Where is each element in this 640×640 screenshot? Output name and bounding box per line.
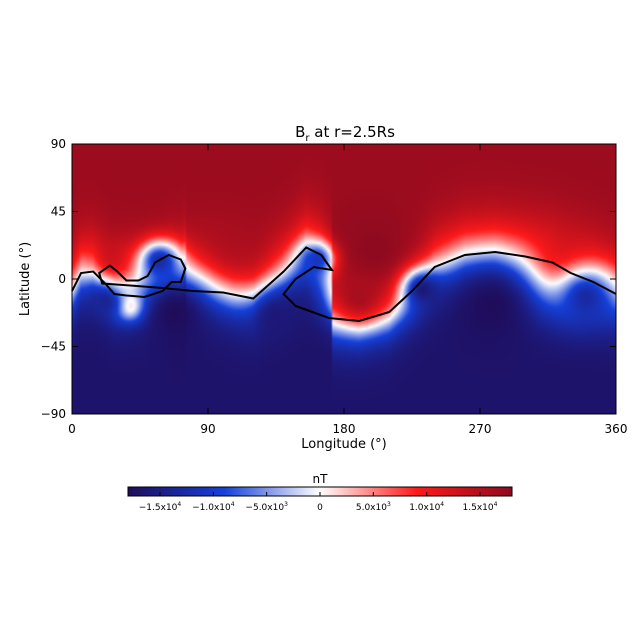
colorbar: nT −1.5x104 −1.0x104 −5.0x103 0 5.0x103 1.0x1…	[127, 472, 513, 513]
x-tick-label: 0	[68, 422, 76, 436]
x-tick-label: 180	[333, 422, 356, 436]
x-tick-label: 360	[605, 422, 628, 436]
title-subscript: r	[305, 133, 310, 144]
y-axis-label: Latitude (°)	[18, 242, 33, 316]
heatmap-field	[72, 144, 616, 414]
colorbar-label: nT	[313, 472, 329, 486]
y-tick-label: −90	[41, 407, 66, 421]
colorbar-tick-label: −5.0x103	[245, 501, 288, 513]
title-main: B	[295, 123, 305, 141]
neutral-line	[71, 246, 617, 323]
colorbar-tick-label: 1.5x104	[463, 501, 498, 513]
chart-title: Br at r=2.5Rs	[295, 123, 395, 144]
x-axis-label: Longitude (°)	[301, 437, 386, 452]
title-rest: at r=2.5Rs	[309, 123, 395, 141]
colorbar-tick-label: −1.0x104	[192, 501, 235, 513]
colorbar-tick-label: 5.0x103	[356, 501, 391, 513]
x-axis-ticks: 0 90 180 270 360	[68, 144, 627, 436]
y-tick-label: 0	[58, 272, 66, 286]
y-axis-ticks: 90 45 0 −45 −90	[41, 137, 616, 421]
colorbar-tick-label: 1.0x104	[409, 501, 444, 513]
plot-area: 0 90 180 270 360 90 45 0 −45 −90	[41, 137, 628, 436]
y-tick-label: −45	[41, 340, 66, 354]
colorbar-tick-label: −1.5x104	[139, 501, 182, 513]
colorbar-ticks: −1.5x104 −1.0x104 −5.0x103 0 5.0x103 1.0x104 1…	[139, 492, 498, 513]
y-tick-label: 45	[51, 205, 66, 219]
colorbar-tick-label: 0	[317, 503, 323, 513]
x-tick-label: 270	[469, 422, 492, 436]
y-tick-label: 90	[51, 137, 66, 151]
x-tick-label: 90	[200, 422, 215, 436]
